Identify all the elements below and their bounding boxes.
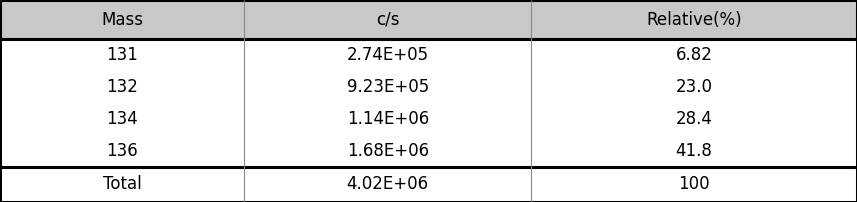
Text: 28.4: 28.4 — [675, 110, 713, 128]
Text: Total: Total — [103, 175, 141, 193]
Text: 6.82: 6.82 — [675, 46, 713, 64]
Text: 2.74E+05: 2.74E+05 — [347, 46, 428, 64]
Text: 136: 136 — [106, 142, 138, 160]
Text: 23.0: 23.0 — [675, 78, 713, 96]
Text: Relative(%): Relative(%) — [646, 11, 742, 29]
Text: 1.68E+06: 1.68E+06 — [347, 142, 428, 160]
Text: 9.23E+05: 9.23E+05 — [347, 78, 428, 96]
Bar — [0, 0, 857, 39]
Text: 100: 100 — [679, 175, 710, 193]
Text: 131: 131 — [106, 46, 138, 64]
Text: 132: 132 — [106, 78, 138, 96]
Text: 1.14E+06: 1.14E+06 — [347, 110, 428, 128]
Text: Mass: Mass — [101, 11, 143, 29]
Text: 4.02E+06: 4.02E+06 — [347, 175, 428, 193]
Text: 41.8: 41.8 — [675, 142, 713, 160]
Text: 134: 134 — [106, 110, 138, 128]
Text: c/s: c/s — [376, 11, 399, 29]
